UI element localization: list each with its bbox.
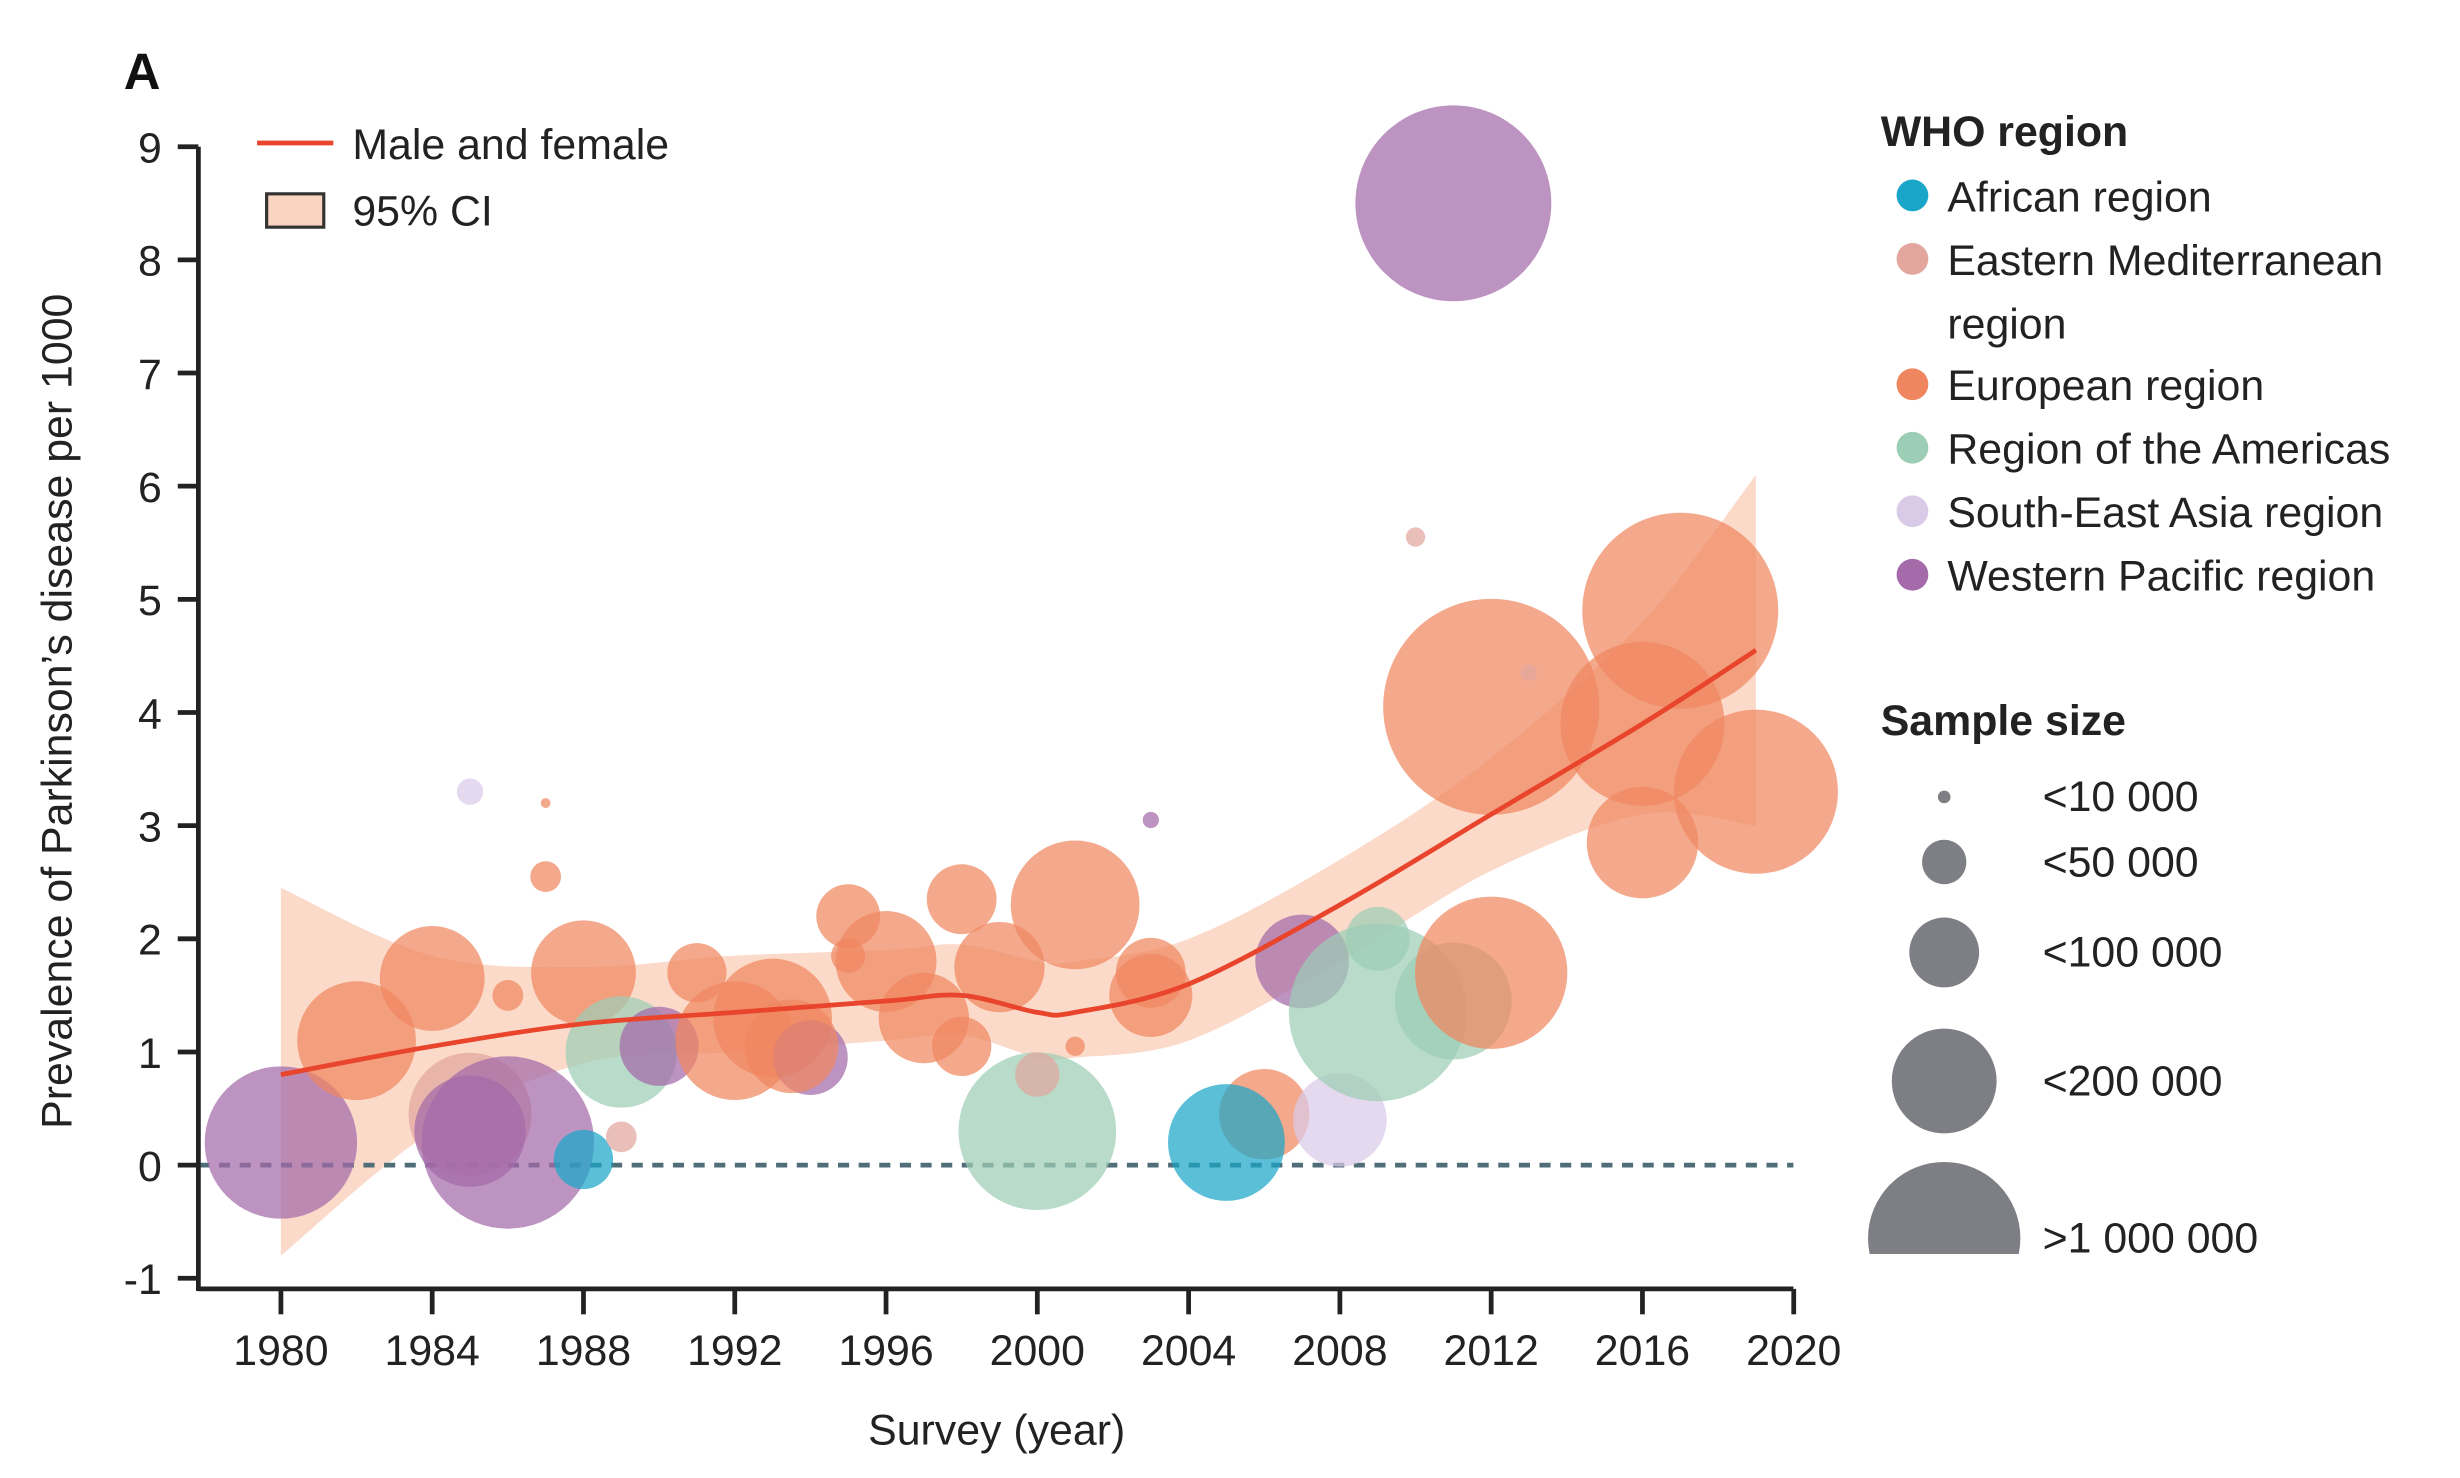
- y-tick-label: 5: [138, 577, 162, 625]
- bubble-region-of-the-americas: [1345, 906, 1410, 971]
- trend-legend: Male and female 95% CI: [257, 121, 669, 236]
- bubble-western-pacific-region: [1142, 811, 1159, 829]
- legend-eastern-mediterranean-line2: region: [1947, 300, 2066, 348]
- region-legend: WHO region African region Eastern Medite…: [1881, 108, 2391, 600]
- x-tick-label: 1992: [687, 1327, 782, 1375]
- legend-dot-eastern-mediterranean: [1896, 243, 1929, 275]
- x-tick-label: 1980: [233, 1327, 328, 1375]
- bubble-european-region: [926, 864, 997, 935]
- bubble-european-region: [530, 861, 562, 892]
- trend-line: [280, 648, 1758, 1077]
- bubble-european-region: [297, 981, 416, 1101]
- y-tick-label: 6: [138, 464, 162, 512]
- sample-size-circle: [1909, 917, 1980, 988]
- bubble-eastern-mediterranean-region: [605, 1121, 637, 1153]
- y-tick-label: -1: [124, 1256, 162, 1304]
- bubble-european-region: [540, 798, 551, 808]
- x-tick-label: 2004: [1141, 1327, 1236, 1375]
- y-tick-label: 2: [138, 917, 162, 965]
- y-tick-label: 9: [138, 125, 162, 173]
- bubble-european-region: [932, 1016, 992, 1076]
- legend-ci-label: 95% CI: [352, 188, 493, 236]
- bubble-european-region: [1586, 786, 1699, 899]
- bubble-european-region: [1010, 840, 1140, 970]
- bubble-european-region: [492, 980, 524, 1011]
- bubble-western-pacific-region: [1355, 105, 1552, 302]
- sample-size-label: <50 000: [2043, 838, 2199, 886]
- y-tick-label: 3: [138, 804, 162, 852]
- x-tick-label: 2000: [990, 1327, 1085, 1375]
- x-tick-label: 2012: [1444, 1327, 1539, 1375]
- legend-south-east-asia: South-East Asia region: [1947, 489, 2383, 537]
- y-tick-label: 0: [138, 1143, 162, 1191]
- sample-size-circle: [1921, 839, 1967, 885]
- y-tick-label: 8: [138, 238, 162, 286]
- legend-dot-western-pacific: [1896, 558, 1929, 591]
- bubble-european-region: [1383, 598, 1600, 815]
- sample-size-circle: [1868, 1161, 2021, 1255]
- bubble-european-region: [954, 921, 1045, 1013]
- legend-western-pacific: Western Pacific region: [1947, 553, 2375, 601]
- x-tick-label: 1988: [536, 1327, 631, 1375]
- ci-band: [280, 474, 1756, 1256]
- legend-ci-swatch: [265, 192, 326, 229]
- bubble-eastern-mediterranean-region: [1015, 1052, 1060, 1097]
- bubble-african-region: [1168, 1084, 1285, 1201]
- sample-size-title: Sample size: [1881, 697, 2126, 745]
- legend-dot-african: [1896, 179, 1929, 212]
- x-tick-label: 2008: [1292, 1327, 1387, 1375]
- bubble-region-of-the-americas: [958, 1052, 1117, 1211]
- legend-americas: Region of the Americas: [1947, 426, 2390, 474]
- bubble-european-region: [379, 926, 485, 1031]
- x-tick-label: 1996: [838, 1327, 933, 1375]
- legend-eastern-mediterranean: Eastern Mediterranean: [1947, 237, 2383, 285]
- x-tick-label: 2016: [1595, 1327, 1690, 1375]
- bubble-african-region: [553, 1129, 614, 1190]
- legend-dot-americas: [1896, 431, 1929, 464]
- sample-size-circle: [1891, 1028, 1997, 1134]
- axes: -1 0 1 2 3 4 5 6 7 8 9 1980 1984 1988 1992 1996 2000 2004…: [124, 125, 1842, 1376]
- legend-dot-south-east-asia: [1896, 495, 1929, 528]
- bubble-european-region: [744, 999, 839, 1094]
- y-tick-label: 7: [138, 351, 162, 399]
- bubble-western-pacific-region: [204, 1066, 358, 1219]
- x-axis-label: Survey (year): [868, 1406, 1125, 1454]
- sample-size-legend: Sample size <10 000 <50 000 <100 000 <200 0…: [1868, 697, 2259, 1262]
- sample-size-label: >1 000 000: [2043, 1214, 2259, 1262]
- x-tick-label: 2020: [1746, 1327, 1841, 1375]
- y-tick-label: 4: [138, 690, 162, 738]
- sample-size-label: <100 000: [2043, 929, 2223, 977]
- y-tick-label: 1: [138, 1030, 162, 1078]
- panel-label: A: [124, 43, 161, 100]
- legend-dot-european: [1896, 368, 1929, 401]
- legend-african: African region: [1947, 173, 2211, 221]
- bubble-european-region: [1673, 709, 1838, 874]
- sample-size-label: <10 000: [2043, 773, 2199, 821]
- bubble-eastern-mediterranean-region: [1405, 527, 1426, 547]
- x-tick-label: 1984: [385, 1327, 480, 1375]
- sample-size-label: <200 000: [2043, 1057, 2223, 1105]
- sample-size-circle: [1937, 790, 1951, 804]
- bubble-european-region: [1065, 1036, 1085, 1056]
- y-axis-label: Prevalence of Parkinson’s disease per 10…: [33, 294, 81, 1129]
- region-legend-title: WHO region: [1881, 108, 2129, 156]
- legend-european: European region: [1947, 362, 2264, 410]
- bubble-european-region: [1414, 896, 1568, 1049]
- legend-line-label: Male and female: [352, 121, 669, 169]
- bubble-western-pacific-region: [421, 1056, 595, 1229]
- bubble-eastern-mediterranean-region: [1520, 664, 1538, 682]
- bubble-south-east-asia-region: [456, 778, 484, 805]
- plot-area: [198, 105, 1838, 1256]
